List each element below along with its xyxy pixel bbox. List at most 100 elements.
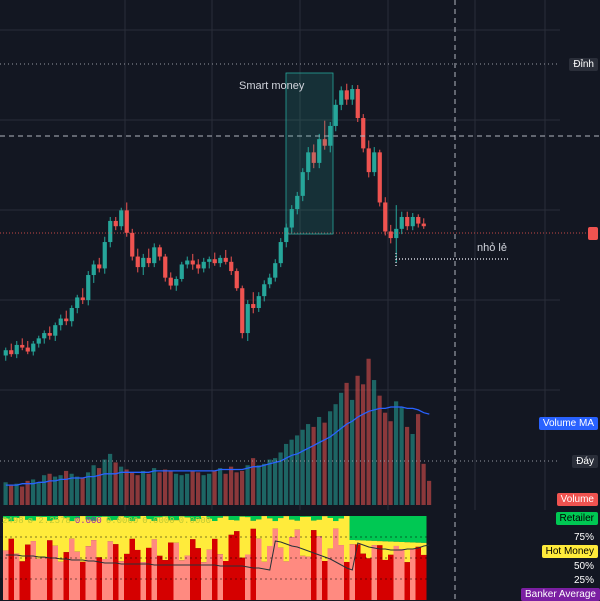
candle-body	[64, 319, 68, 322]
volume-bar	[284, 444, 288, 505]
volume-bar	[251, 458, 255, 505]
volume-bar	[9, 485, 13, 505]
volume-bar	[158, 472, 162, 505]
hot-money-bar	[416, 543, 422, 547]
candle-body	[339, 90, 343, 105]
banker-bar	[421, 555, 427, 600]
candle-body	[400, 217, 404, 229]
volume-bar	[108, 454, 112, 505]
hot-money-bar	[273, 521, 279, 529]
volume-ma-tag: Volume MA	[539, 417, 598, 430]
retailer-bar	[218, 516, 224, 518]
candle-body	[37, 338, 41, 343]
hot-money-bar	[339, 518, 345, 545]
hot-money-bar	[245, 517, 251, 554]
hot-money-bar	[405, 542, 411, 562]
candle-body	[53, 325, 57, 336]
candle-body	[273, 263, 277, 278]
retailer-bar	[278, 516, 284, 518]
readout-value-4: 0.0000	[106, 516, 138, 526]
volume-bar	[257, 465, 261, 505]
retailer-bar	[273, 516, 279, 521]
banker-bar	[322, 561, 328, 600]
candle-body	[136, 257, 140, 268]
banker-bar	[185, 556, 191, 600]
candle-body	[75, 297, 79, 308]
retailer-bar	[394, 516, 400, 542]
volume-bar	[295, 435, 299, 505]
banker-bar	[372, 545, 378, 600]
banker-bar	[339, 545, 345, 600]
candle-body	[251, 304, 255, 308]
retailer-bar	[300, 516, 306, 517]
candle-body	[9, 350, 13, 354]
hot-money-bar	[344, 516, 350, 562]
hot-money-bar	[350, 540, 356, 544]
candle-body	[147, 258, 151, 263]
candle-body	[268, 278, 272, 285]
volume-bar	[196, 472, 200, 505]
hot-money-bar	[289, 520, 295, 538]
hot-money-bar	[284, 516, 290, 561]
candle-body	[218, 258, 222, 263]
volume-bar	[240, 471, 244, 505]
volume-bar	[224, 474, 228, 505]
banker-bar	[58, 562, 64, 600]
hot-money-bar	[278, 518, 284, 548]
volume-bar	[422, 464, 426, 505]
banker-bar	[201, 562, 207, 600]
candle-body	[103, 242, 107, 268]
banker-bar	[212, 539, 218, 600]
banker-bar	[130, 539, 136, 600]
candle-body	[59, 319, 63, 326]
banker-bar	[146, 548, 152, 600]
volume-bar	[64, 471, 68, 505]
volume-bar	[75, 477, 79, 505]
retailer-bar	[289, 516, 295, 520]
candle-body	[86, 275, 90, 300]
smart-money-zone	[286, 73, 333, 234]
level-25-tag: 25%	[570, 574, 598, 587]
banker-bar	[306, 557, 312, 600]
volume-bar	[141, 471, 145, 505]
banker-bar	[113, 544, 119, 600]
hot-money-bar	[377, 541, 383, 545]
candle-body	[70, 308, 74, 321]
volume-bar	[416, 414, 420, 505]
volume-bar	[174, 474, 178, 505]
retailer-tag: Retailer	[556, 512, 598, 525]
retailer-bar	[405, 516, 411, 542]
banker-bar	[245, 554, 251, 600]
volume-bar	[301, 430, 305, 505]
banker-bar	[262, 562, 268, 600]
candle-body	[26, 348, 30, 352]
candle-body	[4, 350, 8, 355]
banker-bar	[152, 539, 158, 600]
banker-bar	[196, 548, 202, 600]
candle-body	[345, 90, 349, 99]
volume-bar	[367, 359, 371, 505]
candle-body	[246, 304, 250, 333]
hot-money-bar	[361, 540, 367, 553]
banker-bar	[53, 546, 59, 600]
hot-money-bar	[218, 518, 224, 555]
candle-body	[235, 271, 239, 288]
candle-body	[411, 217, 415, 226]
volume-bar	[235, 472, 239, 505]
candle-body	[202, 262, 206, 269]
candle-body	[92, 264, 96, 275]
candle-body	[97, 264, 101, 268]
banker-bar	[399, 549, 405, 600]
retailer-bar	[421, 516, 427, 543]
volume-bar	[378, 396, 382, 505]
banker-bar	[416, 547, 422, 600]
readout-value-5: 0.0000	[142, 516, 174, 526]
banker-bar	[361, 554, 367, 600]
candle-body	[174, 279, 178, 286]
banker-bar	[267, 546, 273, 600]
candle-body	[42, 333, 46, 338]
readout-value-3: 0.000	[75, 516, 102, 526]
hot-money-bar	[311, 521, 317, 531]
